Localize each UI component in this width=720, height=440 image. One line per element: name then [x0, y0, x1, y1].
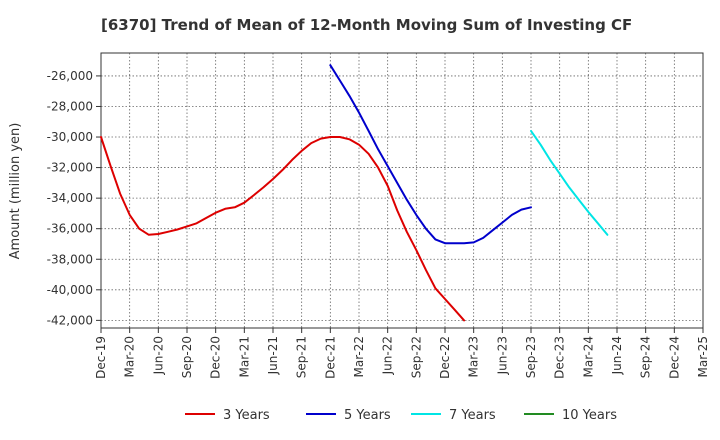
y-tick-label: -26,000: [47, 69, 93, 83]
x-tick-label: Jun-20: [151, 336, 165, 375]
series-line-5-years: [329, 64, 532, 245]
x-tick-label: Jun-22: [381, 336, 395, 375]
series-line-3-years: [100, 136, 466, 322]
chart-title: [6370] Trend of Mean of 12-Month Moving …: [101, 16, 632, 34]
y-tick-label: -28,000: [47, 99, 93, 113]
x-tick-label: Mar-25: [696, 336, 710, 377]
y-tick-label: -36,000: [47, 222, 93, 236]
x-tick-label: Sep-21: [295, 336, 309, 378]
x-tick-label: Sep-20: [180, 336, 194, 378]
series-group: [100, 64, 609, 322]
y-tick-label: -30,000: [47, 130, 93, 144]
x-tick-label: Jun-23: [495, 336, 509, 375]
x-tick-label: Dec-21: [323, 336, 337, 379]
legend-label: 3 Years: [223, 408, 270, 423]
plot-frame: [100, 52, 704, 329]
grid: [101, 53, 703, 328]
y-tick-label: -40,000: [47, 283, 93, 297]
x-tick-label: Mar-23: [467, 336, 481, 377]
x-tick-label: Dec-23: [553, 336, 567, 379]
x-tick-label: Dec-22: [438, 336, 452, 379]
series-line-7-years: [530, 129, 609, 236]
x-tick-label: Dec-24: [667, 336, 681, 379]
legend-label: 10 Years: [562, 408, 617, 423]
legend-label: 7 Years: [449, 408, 496, 423]
x-tick-label: Sep-22: [409, 336, 423, 378]
x-tick-label: Dec-19: [94, 336, 108, 379]
x-tick-label: Mar-20: [123, 336, 137, 377]
x-tick-label: Jun-24: [610, 336, 624, 375]
x-tick-label: Mar-22: [352, 336, 366, 377]
legend-label: 5 Years: [344, 408, 391, 423]
x-tick-label: Mar-21: [237, 336, 251, 377]
y-tick-label: -32,000: [47, 161, 93, 175]
legend: 3 Years 5 Years 7 Years 10 Years: [185, 408, 617, 423]
x-tick-label: Mar-24: [581, 336, 595, 377]
x-tick-label: Sep-24: [639, 336, 653, 378]
y-tick-label: -42,000: [47, 313, 93, 327]
y-axis-label: Amount (million yen): [8, 123, 23, 260]
y-tick-label: -34,000: [47, 191, 93, 205]
y-tick-label: -38,000: [47, 252, 93, 266]
x-tick-label: Jun-21: [266, 336, 280, 375]
x-axis: Dec-19 Mar-20 Jun-20 Sep-20 Dec-20 Mar-21 Jun-…: [94, 328, 710, 379]
x-tick-label: Sep-23: [524, 336, 538, 378]
y-axis: -26,000 -28,000 -30,000 -32,000 -34,000 -36,0…: [47, 69, 101, 327]
x-tick-label: Dec-20: [209, 336, 223, 379]
